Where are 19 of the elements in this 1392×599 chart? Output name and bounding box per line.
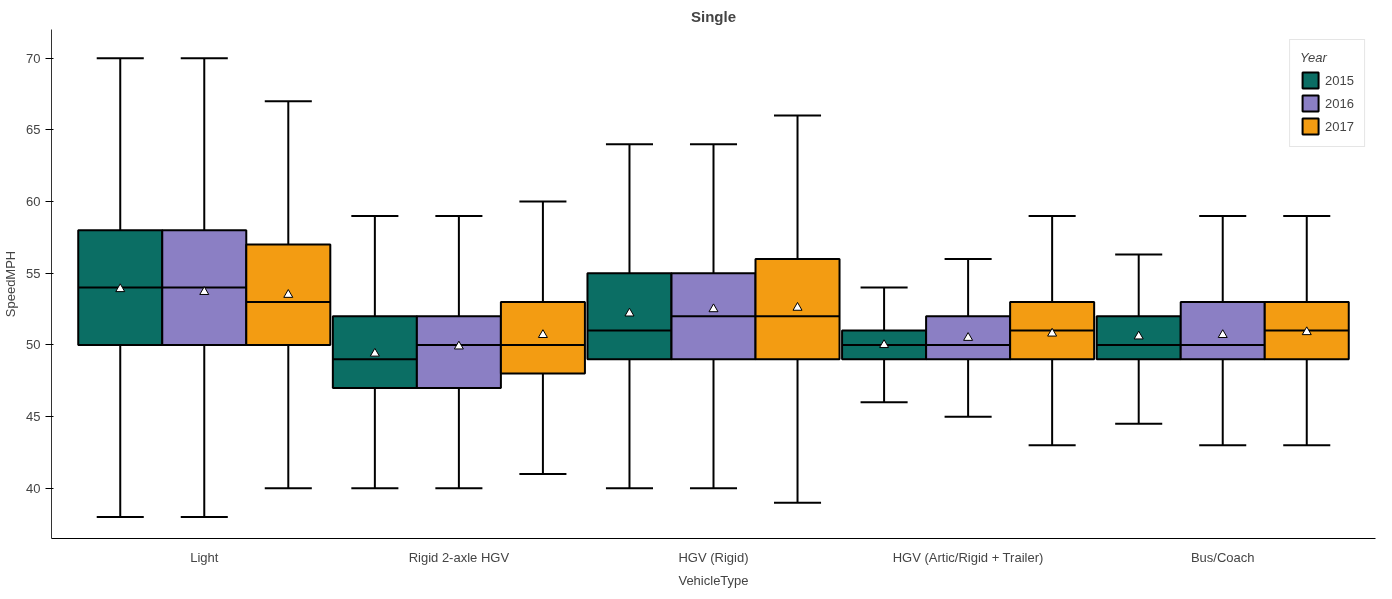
x-tick-label: HGV (Rigid) [678, 549, 749, 565]
x-tick-label: Rigid 2-axle HGV [408, 549, 510, 565]
y-tick-label: 65 [26, 122, 41, 138]
y-tick-label: 70 [26, 50, 41, 66]
y-tick-label: 45 [26, 409, 41, 425]
y-axis-title: SpeedMPH [3, 250, 19, 318]
y-tick-label: 40 [26, 480, 41, 496]
legend-label: 2017 [1325, 118, 1354, 134]
legend-title: Year [1300, 50, 1329, 65]
x-tick-label: HGV (Artic/Rigid + Trailer) [892, 549, 1044, 565]
y-tick-label: 50 [26, 337, 41, 353]
x-tick-label: Light [190, 549, 219, 565]
x-axis-title: VehicleType [678, 572, 749, 588]
y-tick-label: 60 [26, 194, 41, 210]
legend-label: 2015 [1325, 72, 1354, 88]
chart-title: Single [691, 7, 737, 25]
legend-label: 2016 [1325, 95, 1354, 111]
x-tick-label: Bus/Coach [1190, 549, 1255, 565]
y-tick-label: 55 [26, 265, 41, 281]
